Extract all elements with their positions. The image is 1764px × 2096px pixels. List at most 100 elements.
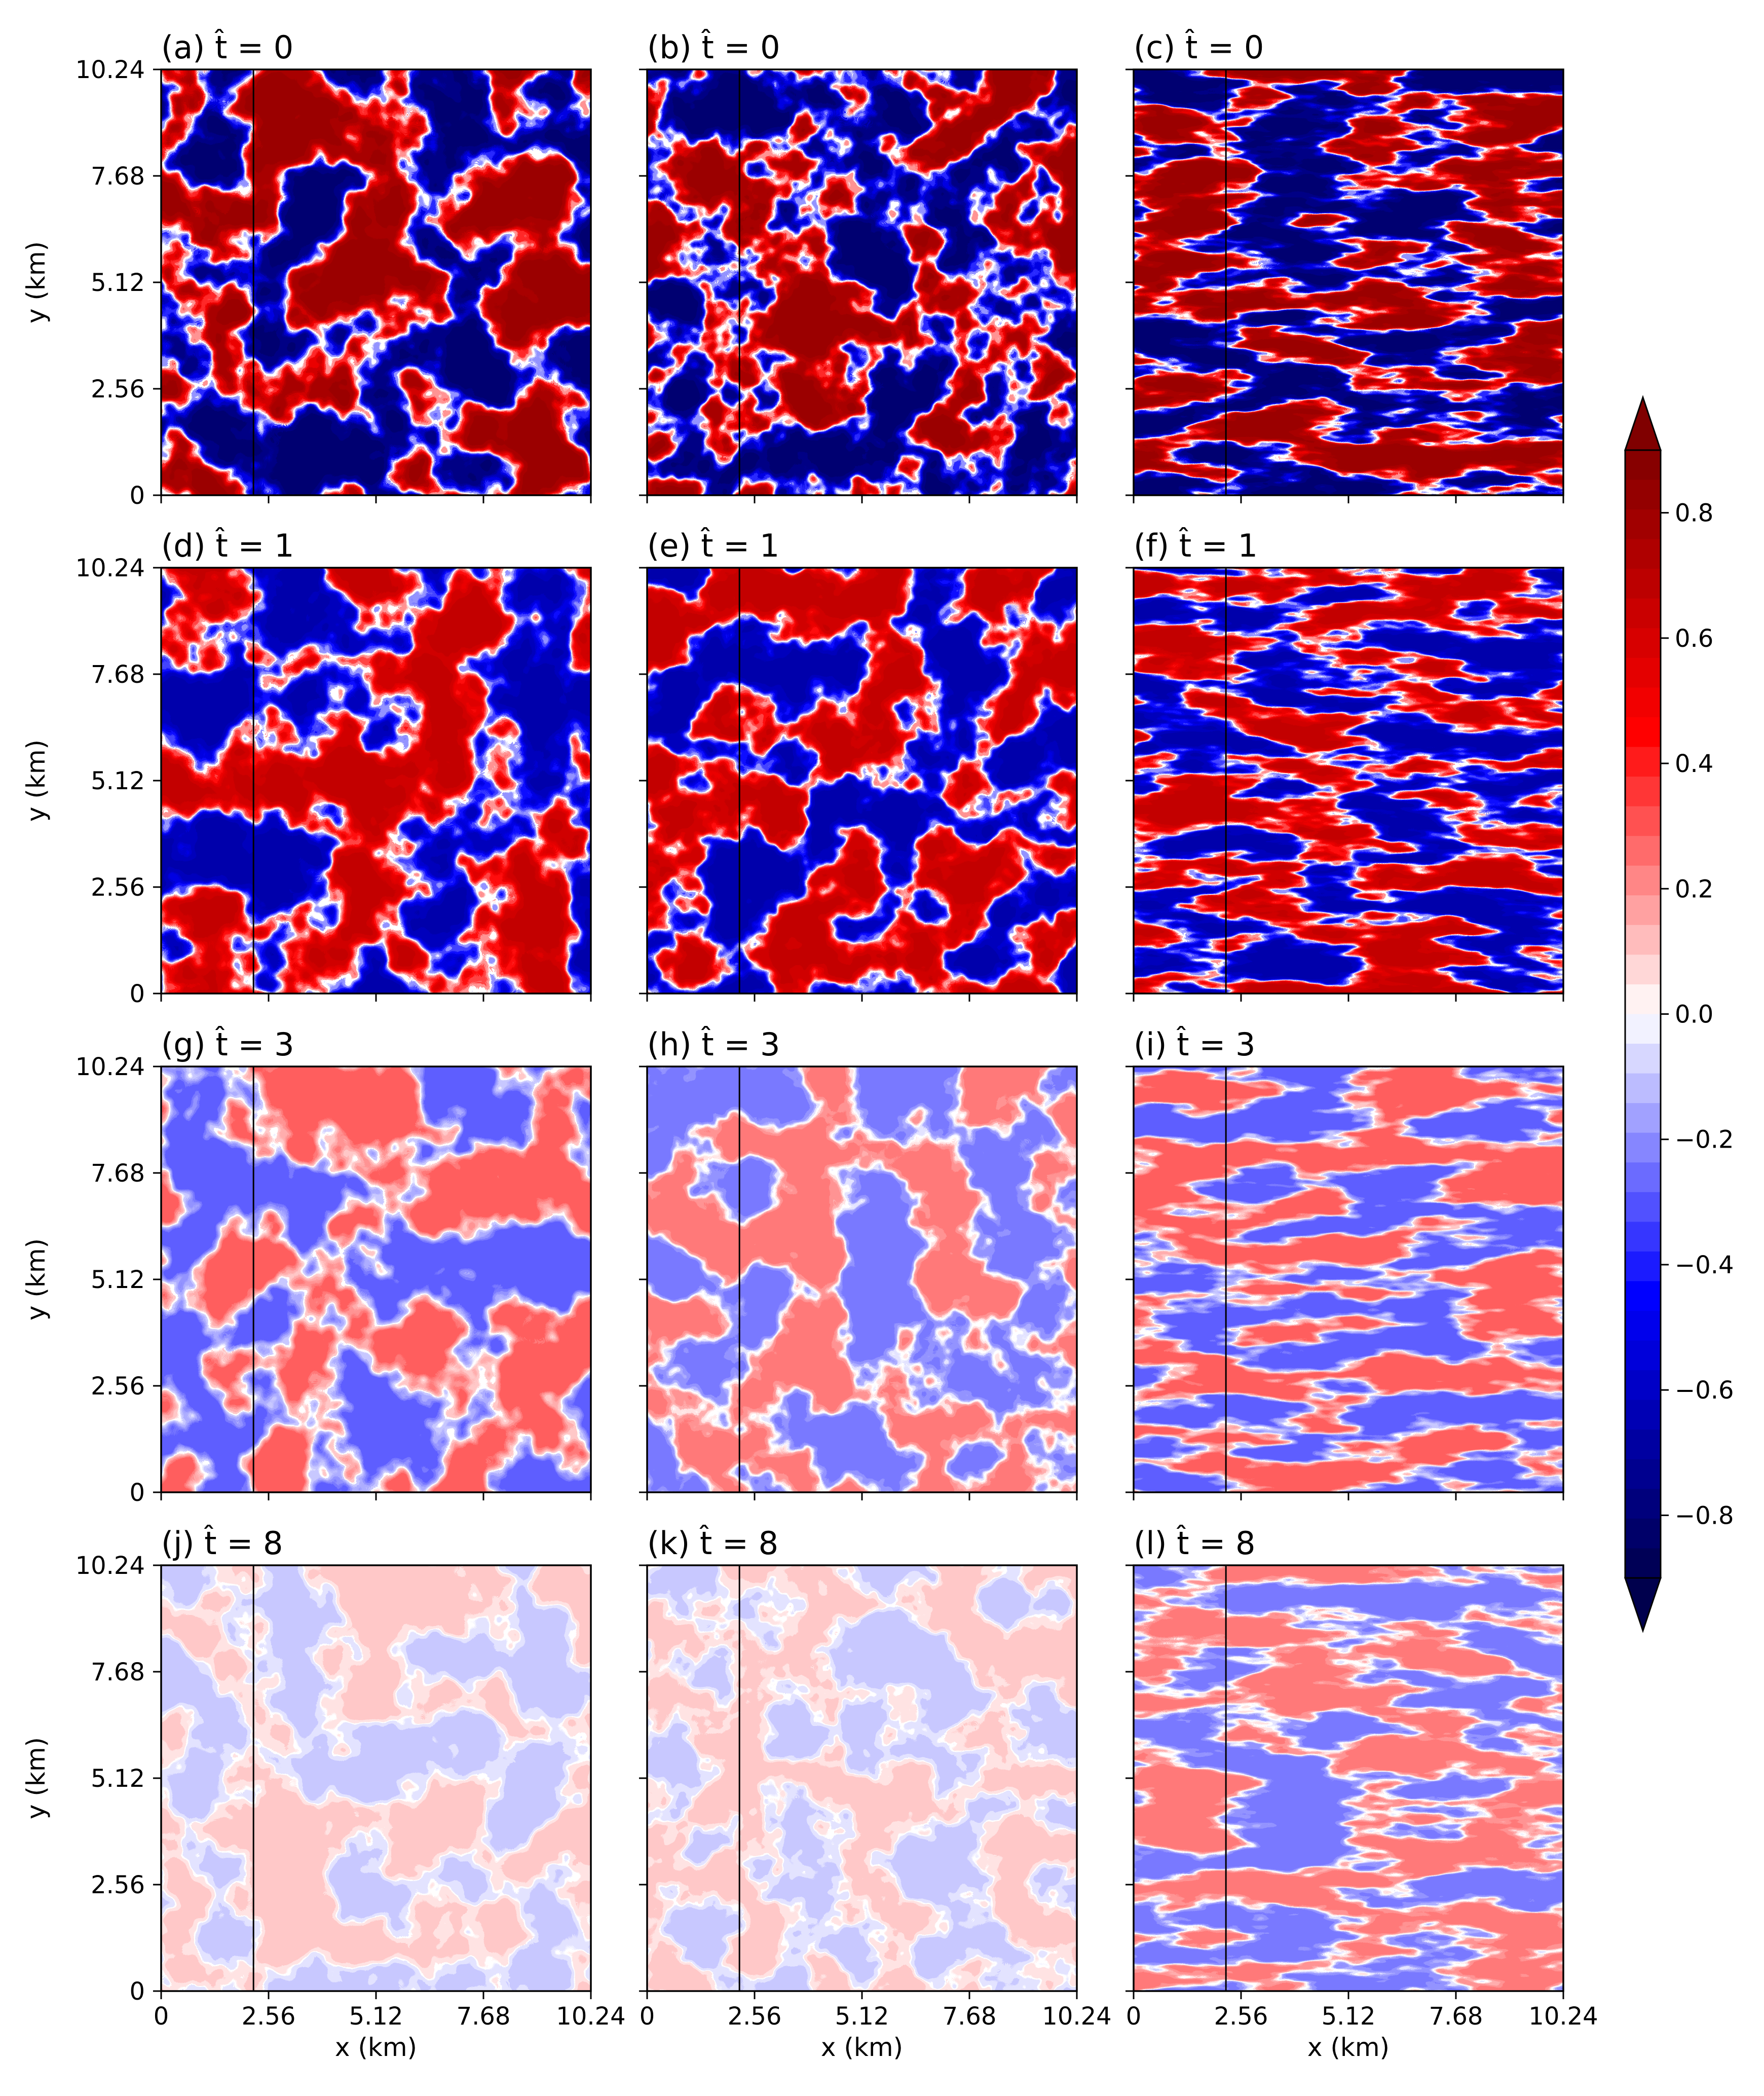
y-tick-label: 5.12 bbox=[91, 1764, 145, 1793]
field-b bbox=[647, 69, 1077, 495]
x-tick-label: 10.24 bbox=[556, 2002, 625, 2031]
colorbar-tick-label: 0.0 bbox=[1675, 1001, 1713, 1029]
y-tick-label: 10.24 bbox=[76, 1552, 145, 1580]
panel-title-f: (f) t̂ = 1 bbox=[1134, 527, 1258, 564]
colorbar-level bbox=[1625, 657, 1661, 688]
field-c bbox=[1134, 69, 1563, 495]
colorbar-level bbox=[1625, 984, 1661, 1015]
x-tick-label: 5.12 bbox=[1322, 2002, 1376, 2031]
colorbar-level bbox=[1625, 1548, 1661, 1578]
x-tick-label: 0 bbox=[154, 2002, 169, 2031]
panel-a: (a) t̂ = 0 0 2.56 5.12 7.68 10.24 y (km) bbox=[21, 29, 592, 510]
colorbar-level bbox=[1625, 865, 1661, 896]
colorbar-level bbox=[1625, 1044, 1661, 1074]
panel-title-j: (j) t̂ = 8 bbox=[161, 1525, 283, 1562]
colorbar-level bbox=[1625, 954, 1661, 985]
colorbar-level bbox=[1625, 747, 1661, 777]
x-tick-label: 7.68 bbox=[943, 2002, 997, 2031]
colorbar-level bbox=[1625, 1014, 1661, 1044]
x-tick-label: 2.56 bbox=[242, 2002, 296, 2031]
colorbar-tick-label: −0.4 bbox=[1675, 1251, 1734, 1279]
panel-title-k: (k) t̂ = 8 bbox=[647, 1525, 778, 1562]
x-tick-label: 0 bbox=[640, 2002, 655, 2031]
colorbar-level bbox=[1625, 1132, 1661, 1163]
y-tick-label: 7.68 bbox=[91, 162, 145, 191]
colorbar-tick-label: −0.2 bbox=[1675, 1126, 1734, 1154]
y-tick-label: 5.12 bbox=[91, 1266, 145, 1294]
panel-c: (c) t̂ = 0 bbox=[1125, 29, 1564, 503]
panel-title-c: (c) t̂ = 0 bbox=[1134, 29, 1264, 66]
x-axis-label: x (km) bbox=[1307, 2033, 1390, 2062]
panel-title-h: (h) t̂ = 3 bbox=[647, 1026, 780, 1063]
y-tick-label: 10.24 bbox=[76, 554, 145, 582]
x-tick-label: 7.68 bbox=[1429, 2002, 1483, 2031]
colorbar-tick-label: −0.8 bbox=[1675, 1501, 1734, 1530]
panels: (a) t̂ = 0 0 2.56 5.12 7.68 10.24 y (km) (b) t̂… bbox=[21, 29, 1598, 2062]
colorbar-extend-max bbox=[1624, 395, 1662, 451]
colorbar-level bbox=[1625, 1251, 1661, 1282]
colorbar-level bbox=[1625, 1518, 1661, 1549]
y-axis-label: y (km) bbox=[21, 241, 51, 323]
y-tick-label: 0 bbox=[129, 980, 145, 1008]
x-tick-label: 2.56 bbox=[1214, 2002, 1268, 2031]
colorbar-level bbox=[1625, 1192, 1661, 1223]
panel-d: (d) t̂ = 1 0 2.56 5.12 7.68 10.24 y (km) bbox=[21, 527, 592, 1008]
colorbar-level bbox=[1625, 1222, 1661, 1252]
x-tick-label: 5.12 bbox=[835, 2002, 889, 2031]
y-tick-label: 0 bbox=[129, 1977, 145, 2006]
panel-g: (g) t̂ = 3 0 2.56 5.12 7.68 10.24 y (km) bbox=[21, 1026, 592, 1507]
panel-title-g: (g) t̂ = 3 bbox=[161, 1026, 294, 1063]
panel-l: (l) t̂ = 8 0 2.56 5.12 7.68 10.24 x (km) bbox=[1125, 1525, 1598, 2062]
colorbar-level bbox=[1625, 1162, 1661, 1193]
y-tick-label: 2.56 bbox=[91, 873, 145, 902]
x-tick-label: 7.68 bbox=[457, 2002, 511, 2031]
x-tick-label: 5.12 bbox=[349, 2002, 403, 2031]
x-tick-label: 10.24 bbox=[1528, 2002, 1598, 2031]
colorbar-level bbox=[1625, 1073, 1661, 1104]
colorbar-level bbox=[1625, 806, 1661, 836]
field-k bbox=[647, 1565, 1077, 1991]
colorbar-level bbox=[1625, 1429, 1661, 1460]
y-tick-label: 2.56 bbox=[91, 1372, 145, 1401]
field-h bbox=[647, 1067, 1077, 1492]
field-l bbox=[1134, 1565, 1563, 1991]
panel-h: (h) t̂ = 3 bbox=[639, 1026, 1078, 1500]
colorbar-level bbox=[1625, 628, 1661, 658]
x-axis-label: x (km) bbox=[335, 2033, 417, 2062]
colorbar-level bbox=[1625, 1489, 1661, 1519]
colorbar-level bbox=[1625, 895, 1661, 926]
colorbar: 0.8 0.6 0.4 0.2 0.0 −0.2 −0.4 −0.6 −0.8 bbox=[1624, 395, 1734, 1633]
panel-e: (e) t̂ = 1 bbox=[639, 527, 1078, 1002]
colorbar-level bbox=[1625, 1281, 1661, 1311]
colorbar-level bbox=[1625, 777, 1661, 807]
y-tick-label: 5.12 bbox=[91, 767, 145, 795]
y-axis-label: y (km) bbox=[21, 1737, 51, 1819]
colorbar-level bbox=[1625, 539, 1661, 570]
field-j bbox=[161, 1565, 591, 1991]
y-tick-label: 0 bbox=[129, 482, 145, 510]
colorbar-extend-min bbox=[1624, 1577, 1662, 1633]
panel-title-l: (l) t̂ = 8 bbox=[1134, 1525, 1255, 1562]
x-tick-label: 2.56 bbox=[728, 2002, 782, 2031]
colorbar-level bbox=[1625, 1340, 1661, 1371]
field-d bbox=[161, 568, 591, 994]
colorbar-tick-label: 0.6 bbox=[1675, 624, 1713, 653]
x-tick-label: 0 bbox=[1126, 2002, 1142, 2031]
field-g bbox=[161, 1067, 591, 1492]
y-axis-label: y (km) bbox=[21, 1238, 51, 1320]
y-tick-label: 0 bbox=[129, 1479, 145, 1507]
y-tick-label: 7.68 bbox=[91, 660, 145, 689]
colorbar-level bbox=[1625, 1103, 1661, 1133]
colorbar-level bbox=[1625, 569, 1661, 599]
colorbar-level bbox=[1625, 598, 1661, 629]
colorbar-level bbox=[1625, 450, 1661, 481]
y-tick-label: 2.56 bbox=[91, 1871, 145, 1899]
colorbar-level bbox=[1625, 925, 1661, 955]
colorbar-level bbox=[1625, 717, 1661, 748]
y-tick-label: 7.68 bbox=[91, 1159, 145, 1188]
y-tick-label: 7.68 bbox=[91, 1658, 145, 1686]
y-tick-label: 10.24 bbox=[76, 1053, 145, 1081]
colorbar-level bbox=[1625, 1311, 1661, 1341]
field-e bbox=[647, 568, 1077, 994]
